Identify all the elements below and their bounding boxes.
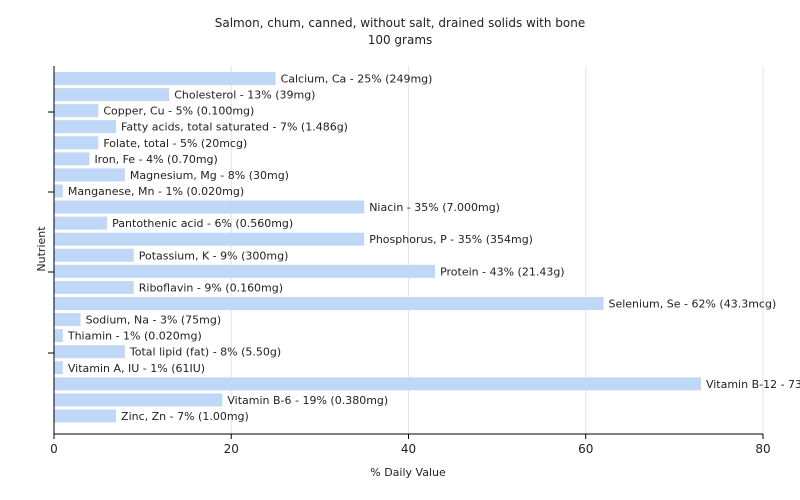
bar (54, 264, 436, 278)
bar-label: Vitamin B-6 - 19% (0.380mg) (227, 394, 388, 407)
bar (54, 72, 276, 85)
x-tick-label: 80 (755, 442, 770, 456)
bar-label: Thiamin - 1% (0.020mg) (67, 330, 202, 343)
bar (54, 296, 604, 310)
bar-label: Total lipid (fat) - 8% (5.50g) (129, 346, 281, 359)
bar (54, 120, 117, 134)
bar-label: Calcium, Ca - 25% (249mg) (281, 73, 433, 86)
x-tick-label: 40 (401, 442, 416, 456)
bar (54, 104, 99, 118)
bar-label: Sodium, Na - 3% (75mg) (86, 314, 222, 327)
bar (54, 345, 125, 359)
bar (54, 88, 170, 102)
bar-label: Magnesium, Mg - 8% (30mg) (130, 169, 289, 182)
bar (54, 168, 125, 182)
bar-label: Vitamin A, IU - 1% (61IU) (68, 362, 205, 375)
bars (54, 72, 701, 423)
bar (54, 393, 223, 407)
bar (54, 232, 365, 246)
bar-label: Riboflavin - 9% (0.160mg) (139, 281, 283, 294)
chart-title: Salmon, chum, canned, without salt, drai… (215, 16, 586, 30)
y-axis-label: Nutrient (35, 226, 48, 272)
bar (54, 361, 63, 375)
bar (54, 216, 108, 230)
bar-label: Pantothenic acid - 6% (0.560mg) (112, 217, 293, 230)
bar (54, 280, 134, 294)
x-axis-label: % Daily Value (370, 466, 446, 479)
x-tick-label: 60 (578, 442, 593, 456)
gridlines (230, 66, 764, 434)
chart-subtitle: 100 grams (368, 33, 433, 47)
y-axis-ticks (48, 111, 54, 354)
bar-label: Vitamin B-12 - 73% (4.40mcg) (706, 378, 800, 391)
bar-label: Copper, Cu - 5% (0.100mg) (103, 105, 254, 118)
bar (54, 184, 63, 198)
x-axis-ticks: 0 20 40 60 80 (50, 434, 771, 456)
bar-label: Protein - 43% (21.43g) (440, 265, 565, 278)
bar (54, 377, 701, 391)
bar-label: Cholesterol - 13% (39mg) (174, 89, 315, 102)
bar (54, 409, 117, 423)
bar-label: Fatty acids, total saturated - 7% (1.486… (121, 121, 348, 134)
bar-labels: Calcium, Ca - 25% (249mg) Cholesterol - 1… (67, 73, 800, 423)
bar-label: Niacin - 35% (7.000mg) (369, 201, 500, 214)
bar-label: Folate, total - 5% (20mcg) (103, 137, 247, 150)
bar (54, 248, 134, 262)
bar (54, 136, 99, 150)
bar (54, 313, 81, 327)
bar-label: Phosphorus, P - 35% (354mg) (369, 233, 533, 246)
bar-label: Manganese, Mn - 1% (0.020mg) (68, 185, 244, 198)
bar-label: Potassium, K - 9% (300mg) (139, 249, 289, 262)
bar-label: Selenium, Se - 62% (43.3mcg) (608, 297, 776, 310)
bar-label: Iron, Fe - 4% (0.70mg) (94, 153, 217, 166)
bar (54, 329, 63, 343)
bar (54, 152, 90, 166)
bar (54, 200, 365, 214)
bar-label: Zinc, Zn - 7% (1.00mg) (121, 410, 249, 423)
x-tick-label: 20 (224, 442, 239, 456)
x-tick-label: 0 (50, 442, 58, 456)
